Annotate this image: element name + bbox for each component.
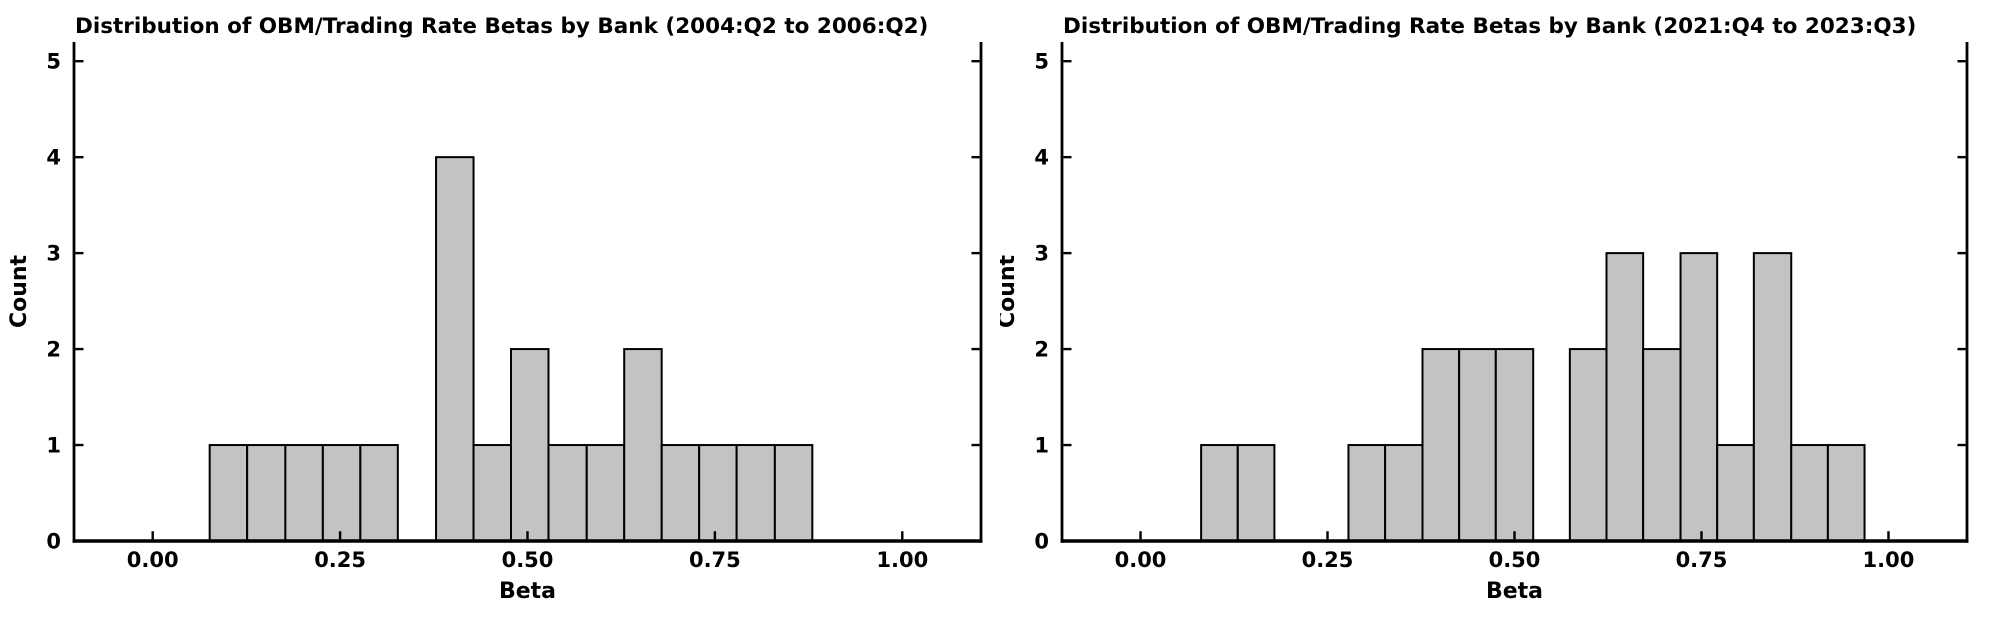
y-tick-label: 1 — [46, 434, 61, 458]
x-axis-label: Beta — [499, 579, 556, 604]
histogram-bar — [1458, 348, 1497, 542]
chart-2021q4-2023q3: 0 1 2 3 4 5 0.00 0.25 0.50 0.75 1.00 Distribution … — [1000, 0, 2000, 620]
histogram-bar — [1826, 444, 1866, 543]
chart-title: Distribution of OBM/Trading Rate Betas b… — [75, 14, 928, 39]
axes-layer — [72, 42, 983, 543]
bars-layer — [1200, 252, 1866, 543]
histogram-bar — [1236, 444, 1276, 543]
histogram-bar — [698, 444, 738, 543]
x-tick-label: 0.00 — [1115, 548, 1167, 572]
y-tick-label: 4 — [1034, 146, 1049, 170]
x-tick-label: 0.00 — [127, 548, 179, 572]
histogram-bar — [1200, 444, 1239, 543]
histogram-bar — [547, 444, 588, 543]
x-tick-label: 0.75 — [1676, 548, 1728, 572]
x-tick-label: 0.50 — [1489, 548, 1541, 572]
x-tick-label: 0.75 — [689, 548, 741, 572]
y-tick-label: 0 — [1034, 530, 1049, 554]
y-tick-label: 3 — [1034, 242, 1049, 266]
x-tick-label: 1.00 — [1863, 548, 1915, 572]
histogram-bar — [1642, 348, 1682, 542]
histogram-bar — [359, 444, 399, 543]
histogram-bar — [321, 444, 362, 543]
histogram-bar — [208, 444, 249, 543]
x-axis-label: Beta — [1486, 579, 1543, 604]
tick-labels-layer: 0 1 2 3 4 5 0.00 0.25 0.50 0.75 1.00 — [1034, 50, 1914, 572]
histogram-bar — [1752, 252, 1793, 542]
histogram-bar — [585, 444, 626, 543]
histogram-bar — [1679, 252, 1719, 542]
y-axis-label: Count — [7, 254, 32, 328]
y-tick-label: 5 — [46, 50, 61, 74]
histogram-bar — [472, 444, 513, 543]
tick-labels-layer: 0 1 2 3 4 5 0.00 0.25 0.50 0.75 1.00 — [46, 50, 928, 572]
y-tick-label: 5 — [1034, 50, 1049, 74]
histogram-bar — [1494, 348, 1535, 542]
histogram-bar — [1605, 252, 1645, 542]
y-axis-label: Count — [1000, 254, 1020, 328]
x-tick-label: 0.25 — [1302, 548, 1354, 572]
plot-area-2021: 0 1 2 3 4 5 0.00 0.25 0.50 0.75 1.00 Distribution … — [1000, 14, 1969, 604]
y-tick-label: 2 — [46, 338, 61, 362]
x-tick-label: 0.50 — [502, 548, 554, 572]
x-tick-label: 0.25 — [314, 548, 366, 572]
histogram-bar — [284, 444, 324, 543]
histogram-bar — [623, 348, 663, 542]
histogram-bar — [1347, 444, 1387, 543]
histogram-bar — [1421, 348, 1461, 542]
histogram-bar — [735, 444, 776, 543]
histogram-bar — [660, 444, 701, 543]
histogram-bar — [1716, 444, 1755, 543]
x-tick-label: 1.00 — [876, 548, 928, 572]
y-tick-label: 4 — [46, 146, 61, 170]
chart-2004q2-2006q2: 0 1 2 3 4 5 0.00 0.25 0.50 0.75 1.00 Distribution … — [7, 14, 983, 604]
y-tick-label: 3 — [46, 242, 61, 266]
plot-area-2004: 0 1 2 3 4 5 0.00 0.25 0.50 0.75 1.00 Distribution … — [7, 14, 983, 604]
histogram-bar — [246, 444, 287, 543]
y-tick-label: 0 — [46, 530, 61, 554]
chart-title: Distribution of OBM/Trading Rate Betas b… — [1063, 14, 1916, 39]
histogram-bar — [1568, 348, 1608, 542]
histogram-bar — [773, 444, 814, 543]
y-tick-label: 2 — [1034, 338, 1049, 362]
bars-layer — [208, 156, 814, 543]
histogram-bar — [1790, 444, 1829, 543]
y-tick-label: 1 — [1034, 434, 1049, 458]
axes-layer — [1060, 42, 1969, 543]
histogram-bar — [1384, 444, 1424, 543]
histogram-bar — [435, 156, 475, 542]
histogram-bar — [510, 348, 550, 542]
